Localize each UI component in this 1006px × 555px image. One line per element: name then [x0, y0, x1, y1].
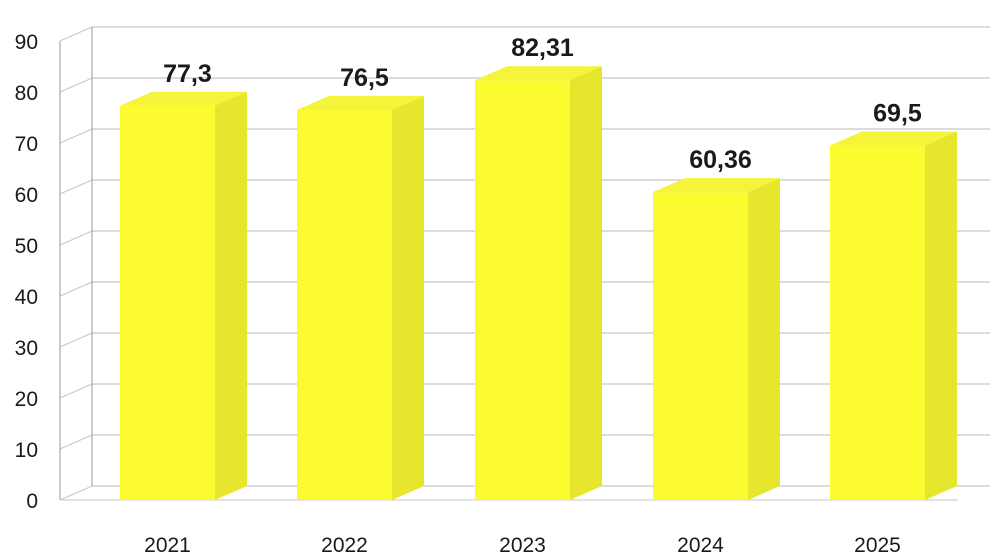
bar-front: [653, 192, 748, 500]
gridline-depth: [59, 179, 93, 195]
bar-front: [297, 109, 392, 500]
gridline-depth: [59, 383, 93, 399]
bar-side: [570, 66, 602, 501]
x-tick-label: 2022: [321, 534, 368, 555]
data-labels: 77,3 76,5 82,31 60,36 69,5: [163, 34, 922, 174]
data-label: 69,5: [873, 100, 922, 128]
bar-top: [297, 95, 424, 110]
x-tick-labels: 2021 2022 2023 2024 2025: [144, 534, 901, 555]
bar-side: [392, 95, 424, 500]
bar: [297, 95, 424, 500]
x-tick-label: 2025: [854, 534, 901, 555]
bar-front: [830, 145, 925, 501]
gridline-depth: [59, 128, 93, 144]
data-label: 76,5: [340, 64, 389, 92]
bars: [120, 66, 957, 501]
x-tick-label: 2021: [144, 534, 191, 555]
bar-side: [748, 178, 780, 500]
bar-top: [120, 91, 247, 106]
x-tick-label: 2023: [499, 534, 546, 555]
bar-front: [475, 80, 570, 501]
bar: [830, 131, 957, 501]
y-tick-label: 40: [15, 286, 38, 309]
y-tick-labels: 0 10 20 30 40 50 60 70 80 90: [15, 31, 38, 513]
gridline-depth: [59, 332, 93, 348]
gridline-depth: [59, 26, 93, 42]
bar-top: [475, 66, 602, 81]
y-tick-label: 30: [15, 337, 38, 360]
y-tick-label: 70: [15, 133, 38, 156]
y-tick-label: 10: [15, 439, 38, 462]
data-label: 60,36: [689, 146, 752, 174]
data-label: 82,31: [511, 34, 574, 62]
gridline-depth: [59, 77, 93, 93]
gridline-depth: [59, 485, 93, 501]
bar-side: [925, 131, 957, 501]
y-tick-label: 60: [15, 184, 38, 207]
gridline-depth: [59, 434, 93, 450]
bar-front: [120, 105, 215, 501]
data-label: 77,3: [163, 60, 212, 88]
gridline-depth: [59, 230, 93, 246]
bar: [120, 91, 247, 501]
bar-top: [653, 178, 780, 193]
y-tick-label: 0: [26, 490, 38, 513]
bar: [653, 178, 780, 500]
y-tick-label: 50: [15, 235, 38, 258]
gridline-depth: [59, 281, 93, 297]
y-tick-label: 20: [15, 388, 38, 411]
bar-side: [215, 91, 247, 501]
x-tick-label: 2024: [677, 534, 724, 555]
bar: [475, 66, 602, 501]
y-tick-label: 90: [15, 31, 38, 54]
y-tick-label: 80: [15, 82, 38, 105]
bar-top: [830, 131, 957, 146]
